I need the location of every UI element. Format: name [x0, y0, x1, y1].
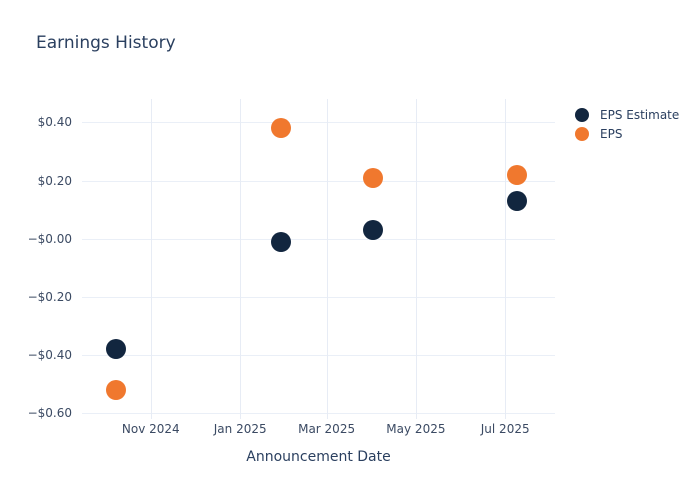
- plot-area[interactable]: [82, 99, 555, 419]
- x-tick-label: Jul 2025: [480, 422, 530, 436]
- legend-label: EPS Estimate: [600, 107, 680, 122]
- legend-item-eps[interactable]: EPS: [575, 124, 679, 143]
- data-point-eps-3[interactable]: [506, 164, 527, 185]
- legend-label: EPS: [600, 126, 623, 141]
- y-tick-text: −$0.40: [27, 348, 72, 362]
- y-gridline: [82, 180, 555, 182]
- y-gridline: [82, 238, 555, 240]
- y-gridline: [82, 296, 555, 298]
- x-tick-label: Jan 2025: [213, 422, 267, 436]
- y-tick-text: $0.40: [37, 115, 72, 130]
- data-point-eps-0[interactable]: [105, 379, 126, 400]
- legend-marker-icon: [575, 107, 589, 122]
- y-gridline: [82, 122, 555, 124]
- legend-marker-icon: [575, 126, 589, 141]
- data-point-eps-estimate-0[interactable]: [105, 339, 126, 360]
- legend: EPS Estimate EPS: [575, 105, 679, 143]
- x-tick-label: Nov 2024: [121, 422, 180, 436]
- data-point-eps-estimate-2[interactable]: [363, 219, 384, 240]
- x-tick-label: Mar 2025: [298, 422, 356, 436]
- y-tick-text: −$0.20: [27, 289, 72, 304]
- data-point-eps-2[interactable]: [363, 167, 384, 188]
- data-point-eps-estimate-3[interactable]: [506, 190, 527, 211]
- x-axis-title: Announcement Date: [246, 449, 391, 465]
- chart-title: Earnings History: [36, 33, 176, 53]
- legend-item-eps-estimate[interactable]: EPS Estimate: [575, 105, 679, 124]
- data-point-eps-1[interactable]: [271, 118, 292, 139]
- x-tick-label: May 2025: [386, 422, 446, 436]
- x-gridline: [150, 99, 152, 419]
- y-gridline: [82, 355, 555, 356]
- y-tick-text: −$0.00: [27, 231, 72, 246]
- x-gridline: [240, 99, 242, 419]
- y-gridline: [82, 413, 555, 415]
- y-tick-text: $0.20: [37, 173, 72, 188]
- data-point-eps-estimate-1[interactable]: [271, 231, 292, 252]
- x-gridline: [326, 99, 328, 419]
- x-gridline: [415, 99, 417, 419]
- x-gridline: [505, 99, 507, 419]
- y-tick-text: −$0.60: [27, 406, 72, 421]
